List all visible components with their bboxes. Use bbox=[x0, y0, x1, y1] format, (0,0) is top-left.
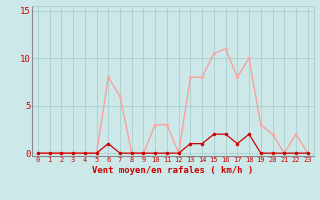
X-axis label: Vent moyen/en rafales ( km/h ): Vent moyen/en rafales ( km/h ) bbox=[92, 166, 253, 175]
